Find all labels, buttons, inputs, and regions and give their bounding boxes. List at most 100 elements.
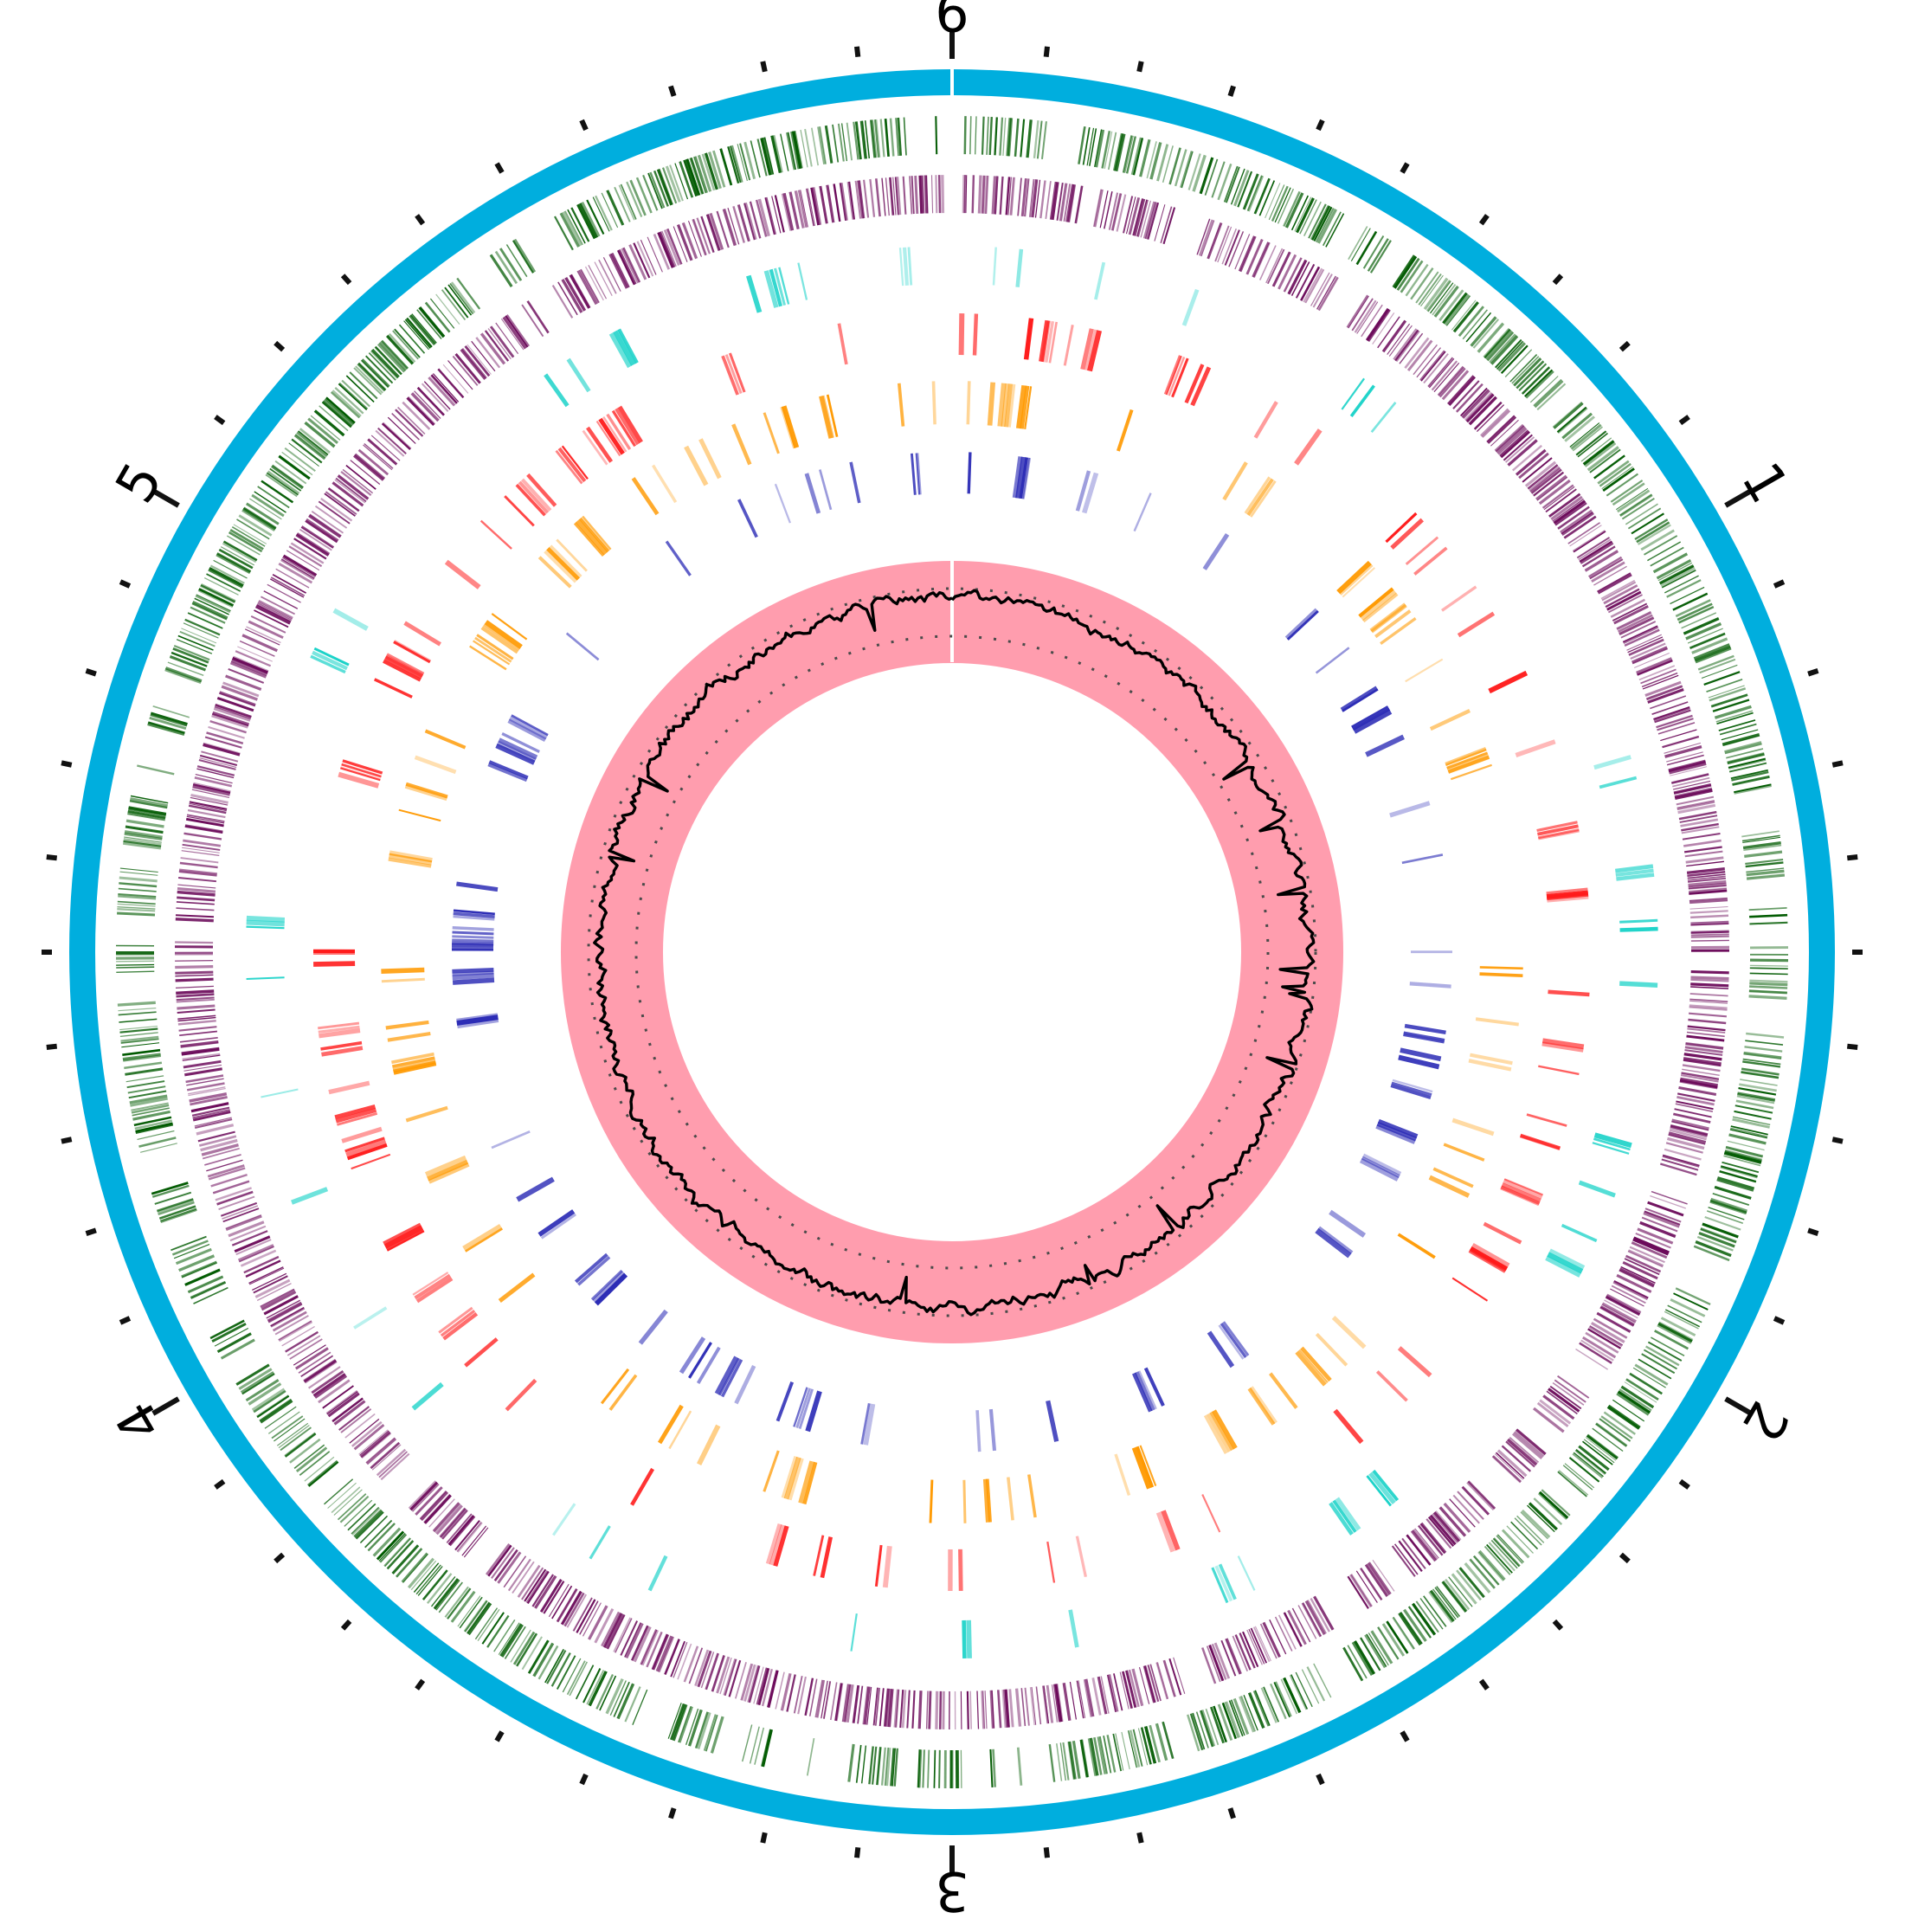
reverse-cds-bar bbox=[1248, 1628, 1265, 1665]
forward-cds-bar bbox=[1672, 592, 1709, 611]
reverse-cds-bar bbox=[1651, 701, 1689, 716]
reverse-cds-bar bbox=[296, 532, 331, 556]
reverse-cds-bar bbox=[1529, 467, 1561, 493]
forward-cds-bar bbox=[1224, 1702, 1239, 1739]
forward-cds-bar bbox=[1472, 319, 1499, 349]
reverse-cds-bar bbox=[749, 201, 762, 239]
forward-cds-bar bbox=[238, 514, 273, 537]
forward-cds-bar bbox=[1600, 1415, 1633, 1439]
reverse-cds-bar bbox=[1681, 822, 1719, 832]
forward-cds-bar bbox=[177, 634, 214, 651]
feature-c-bar bbox=[537, 556, 572, 589]
forward-cds-bar bbox=[243, 506, 277, 530]
forward-cds-bar bbox=[1575, 430, 1607, 456]
forward-cds-bar bbox=[409, 314, 436, 346]
feature-c-bar bbox=[404, 783, 448, 802]
feature-d-bar bbox=[452, 931, 494, 936]
feature-a-bar bbox=[544, 373, 570, 408]
reverse-cds-bar bbox=[756, 1667, 768, 1705]
feature-c-bar bbox=[389, 853, 433, 863]
forward-cds-bar bbox=[1137, 1728, 1149, 1766]
reverse-cds-bar bbox=[1347, 1575, 1369, 1609]
reverse-cds-bar bbox=[920, 175, 925, 214]
reverse-cds-bar bbox=[208, 725, 245, 739]
forward-cds-bar bbox=[1217, 163, 1232, 201]
reverse-cds-bar bbox=[1584, 550, 1619, 572]
reverse-cds-bar bbox=[966, 1690, 969, 1729]
feature-b-bar bbox=[444, 559, 481, 589]
forward-cds-bar bbox=[226, 535, 261, 556]
reverse-cds-bar bbox=[1668, 1134, 1706, 1145]
reverse-cds-bar bbox=[1246, 1629, 1263, 1665]
feature-d-bar bbox=[452, 970, 494, 976]
forward-cds-bar bbox=[1578, 1445, 1610, 1472]
reverse-cds-bar bbox=[866, 1686, 872, 1725]
reverse-cds-bar bbox=[1683, 1059, 1722, 1067]
reverse-cds-bar bbox=[1406, 1534, 1432, 1566]
scale-tick bbox=[1400, 162, 1410, 174]
forward-cds-bar bbox=[1584, 441, 1617, 467]
forward-cds-bar bbox=[1592, 1427, 1624, 1452]
reverse-cds-bar bbox=[181, 850, 220, 856]
forward-cds-bar bbox=[117, 911, 156, 917]
reverse-cds-bar bbox=[1128, 1669, 1140, 1708]
forward-cds-bar bbox=[1696, 1235, 1734, 1252]
forward-cds-bar bbox=[1062, 1742, 1070, 1781]
reverse-cds-bar bbox=[286, 1335, 321, 1356]
forward-cds-bar bbox=[832, 124, 840, 163]
reverse-cds-bar bbox=[192, 1109, 230, 1119]
reverse-cds-bar bbox=[1224, 229, 1240, 266]
reverse-cds-bar bbox=[1406, 339, 1433, 372]
reverse-cds-bar bbox=[1259, 1623, 1278, 1659]
reverse-cds-bar bbox=[1514, 1430, 1545, 1457]
forward-cds-bar bbox=[1322, 211, 1342, 247]
forward-cds-bar bbox=[353, 1509, 383, 1538]
reverse-cds-bar bbox=[1303, 267, 1323, 303]
forward-cds-bar bbox=[1415, 271, 1439, 304]
forward-cds-bar bbox=[1436, 1586, 1461, 1617]
reverse-cds-bar bbox=[411, 392, 440, 422]
forward-cds-bar bbox=[1694, 645, 1731, 662]
reverse-cds-bar bbox=[1687, 1027, 1726, 1034]
reverse-cds-bar bbox=[331, 1397, 364, 1423]
reverse-cds-bar bbox=[1630, 642, 1666, 660]
reverse-cds-bar bbox=[526, 300, 550, 334]
feature-c-bar bbox=[608, 1374, 638, 1411]
reverse-cds-bar bbox=[1387, 323, 1411, 355]
reverse-cds-bar bbox=[1686, 860, 1724, 867]
reverse-cds-bar bbox=[245, 1259, 281, 1278]
forward-cds-bar bbox=[296, 431, 328, 458]
reverse-cds-bar bbox=[1643, 1212, 1680, 1228]
forward-cds-bar bbox=[1381, 1623, 1406, 1657]
reverse-cds-bar bbox=[183, 1059, 222, 1069]
forward-cds-bar bbox=[1089, 128, 1097, 166]
feature-c-bar bbox=[1331, 1315, 1367, 1349]
reverse-cds-bar bbox=[1207, 222, 1221, 259]
feature-c-bar bbox=[424, 1155, 467, 1177]
forward-cds-bar bbox=[1678, 605, 1715, 624]
forward-cds-bar bbox=[1140, 1727, 1152, 1765]
forward-cds-bar bbox=[1722, 735, 1760, 747]
reverse-cds-bar bbox=[1600, 579, 1636, 600]
feature-c-bar bbox=[600, 1368, 630, 1405]
reverse-cds-bar bbox=[863, 179, 870, 218]
forward-cds-bar bbox=[760, 138, 772, 176]
feature-a-bar bbox=[1372, 1469, 1400, 1502]
reverse-cds-bar bbox=[1401, 1537, 1426, 1569]
reverse-cds-bar bbox=[797, 190, 808, 229]
reverse-cds-bar bbox=[887, 1689, 894, 1728]
forward-cds-bar bbox=[1516, 360, 1545, 390]
forward-cds-bar bbox=[1418, 273, 1442, 306]
reverse-cds-bar bbox=[1468, 396, 1497, 426]
feature-d-bar bbox=[1375, 1124, 1416, 1144]
scale-tick bbox=[1831, 760, 1844, 768]
feature-b-bar bbox=[1500, 1185, 1541, 1205]
forward-cds-bar bbox=[1587, 1433, 1619, 1459]
forward-cds-bar bbox=[489, 254, 513, 287]
reverse-cds-bar bbox=[1239, 235, 1257, 273]
reverse-cds-bar bbox=[177, 896, 216, 902]
feature-d-bar bbox=[1315, 647, 1350, 674]
feature-c-bar bbox=[405, 1105, 448, 1123]
reverse-cds-bar bbox=[808, 1678, 818, 1716]
reverse-cds-bar bbox=[1348, 295, 1369, 329]
